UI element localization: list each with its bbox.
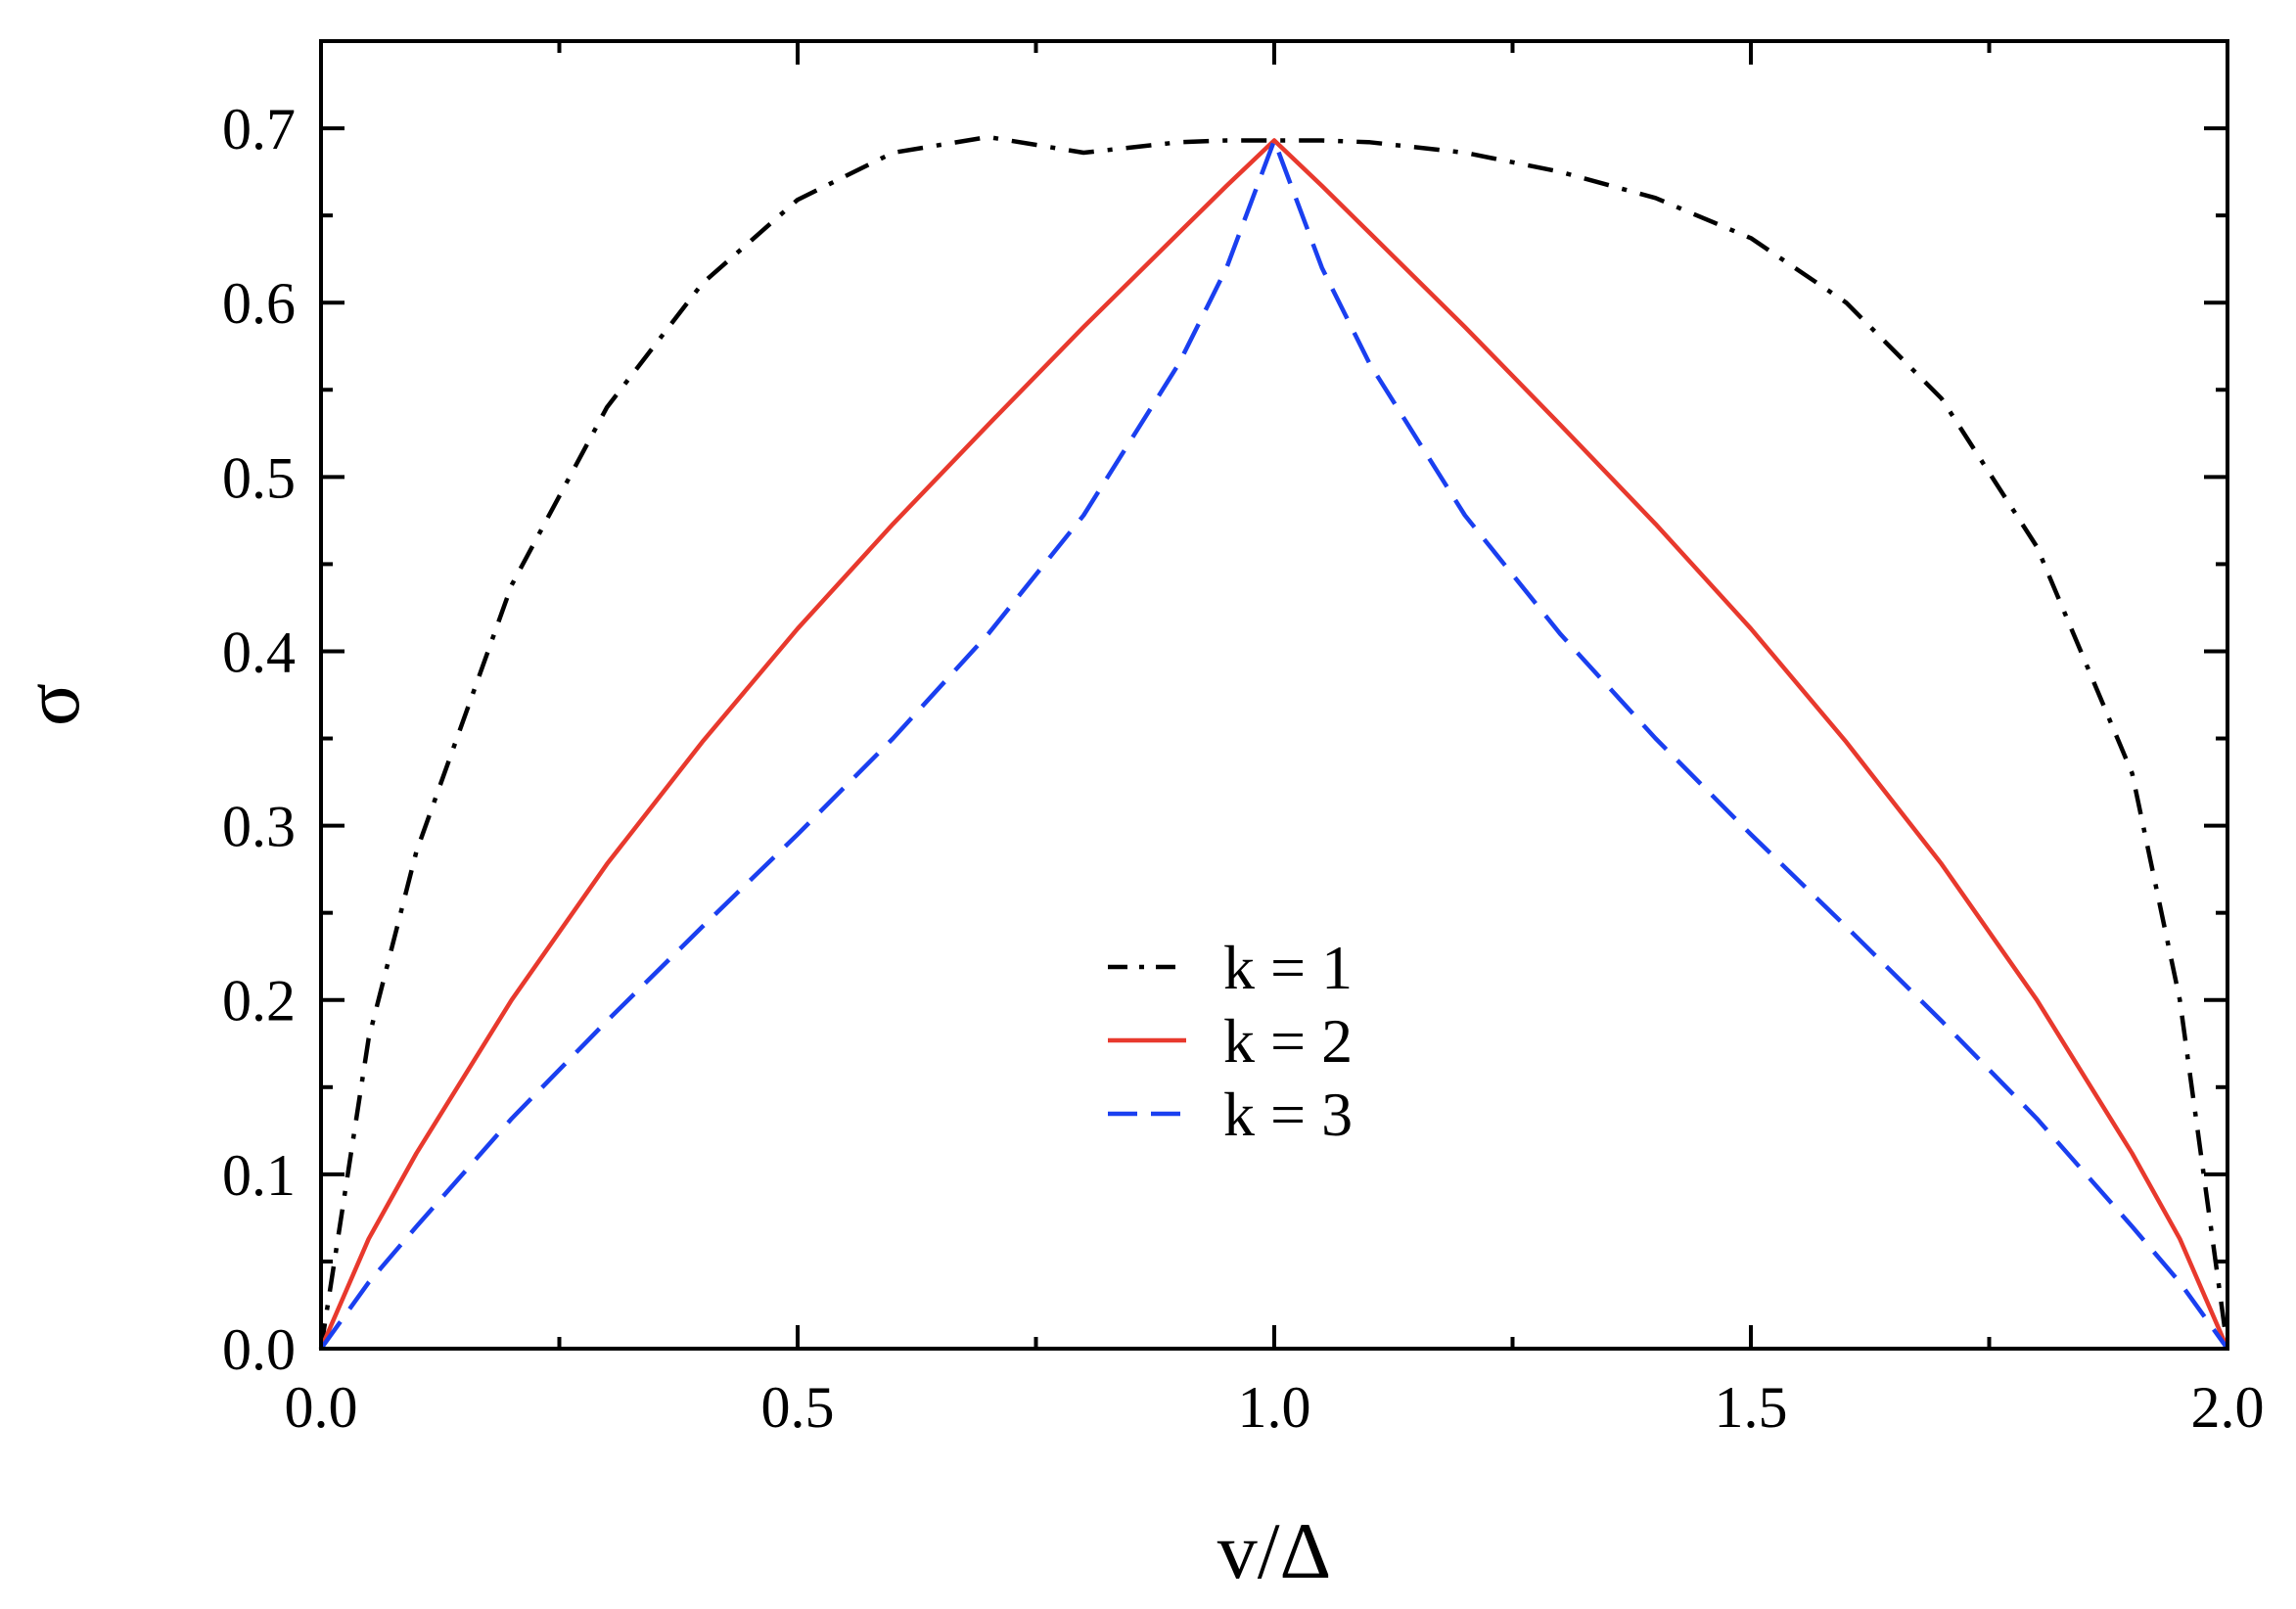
series-line-k3 xyxy=(319,138,2229,1351)
y-tick-labels: 0.0 0.1 0.2 0.3 0.4 0.5 0.6 0.7 xyxy=(222,97,296,1382)
y-tick-label: 0.4 xyxy=(222,620,296,684)
y-tick-label: 0.2 xyxy=(222,969,296,1034)
x-tick-label: 2.0 xyxy=(2191,1375,2265,1440)
series-line-k2 xyxy=(318,138,2230,1350)
x-axis-title: v/Δ xyxy=(1217,1506,1332,1595)
y-tick-label: 0.7 xyxy=(222,97,296,161)
plot-frame xyxy=(319,39,2229,1351)
legend: k = 1k = 2k = 3 xyxy=(1108,933,1353,1149)
series-group xyxy=(318,134,2230,1351)
x-tick-label: 1.5 xyxy=(1715,1375,1788,1440)
series-line-k1 xyxy=(318,134,2230,1350)
y-tick-label: 0.5 xyxy=(222,445,296,510)
y-tick-label: 0.6 xyxy=(222,271,296,336)
y-axis-title: σ xyxy=(7,683,96,726)
legend-label-k1: k = 1 xyxy=(1223,933,1353,1002)
x-tick-labels: 0.0 0.5 1.0 1.5 2.0 xyxy=(285,1375,2265,1440)
y-tick-label: 0.3 xyxy=(222,795,296,859)
y-tick-label: 0.0 xyxy=(222,1317,296,1382)
x-tick-label: 1.0 xyxy=(1238,1375,1311,1440)
legend-label-k2: k = 2 xyxy=(1223,1006,1353,1076)
x-tick-label: 0.0 xyxy=(285,1375,358,1440)
y-tick-label: 0.1 xyxy=(222,1143,296,1208)
legend-label-k3: k = 3 xyxy=(1223,1080,1353,1149)
axis-ticks xyxy=(319,39,2229,1351)
x-tick-label: 0.5 xyxy=(761,1375,835,1440)
